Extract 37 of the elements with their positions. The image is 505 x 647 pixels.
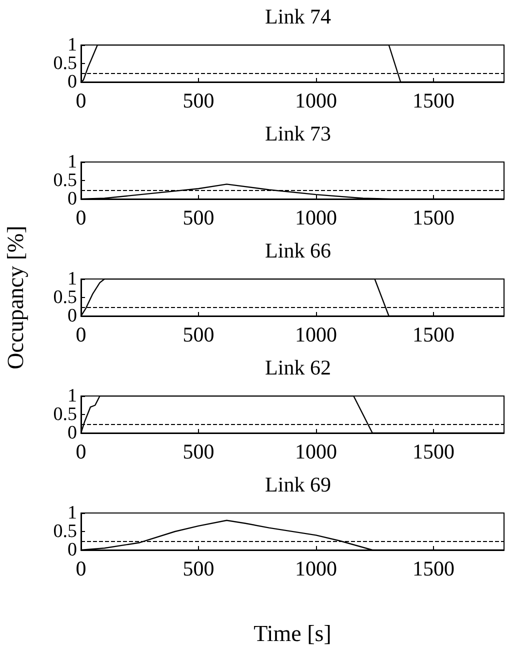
x-tick-label: 500: [182, 322, 214, 346]
chart-title: Link 62: [265, 356, 331, 380]
x-tick-label: 500: [182, 88, 214, 112]
x-tick-label: 1000: [295, 440, 337, 464]
chart-title: Link 66: [265, 238, 331, 262]
chart-title: Link 69: [265, 472, 331, 496]
y-tick-label: 0.5: [53, 521, 77, 542]
y-tick-label: 0.5: [53, 170, 77, 191]
y-axis-title: Occupancy [%]: [3, 226, 28, 370]
x-tick-label: 1500: [412, 440, 454, 464]
chart-title: Link 73: [265, 122, 331, 146]
x-tick-label: 1000: [295, 88, 337, 112]
y-tick-label: 0: [68, 72, 77, 92]
x-tick-label: 1500: [412, 88, 454, 112]
y-tick-label: 0.5: [53, 287, 77, 308]
x-tick-label: 1000: [295, 556, 337, 580]
y-tick-label: 1: [68, 34, 77, 56]
y-tick-label: 1: [68, 268, 77, 290]
x-tick-label: 1500: [412, 206, 454, 230]
x-tick-label: 1000: [295, 206, 337, 230]
x-tick-label: 1500: [412, 322, 454, 346]
chart-title: Link 74: [265, 4, 332, 28]
y-tick-label: 0.5: [53, 404, 77, 425]
x-tick-label: 500: [182, 556, 214, 580]
x-tick-label: 500: [182, 206, 214, 230]
y-tick-label: 0: [68, 422, 77, 444]
y-tick-label: 1: [68, 152, 77, 172]
y-tick-label: 1: [68, 502, 77, 524]
x-axis-title: Time [s]: [254, 621, 332, 646]
x-tick-label: 500: [182, 440, 214, 464]
y-tick-label: 0: [68, 188, 77, 210]
y-tick-label: 0.5: [53, 53, 77, 74]
x-tick-label: 1500: [412, 556, 454, 580]
y-tick-label: 0: [68, 306, 77, 326]
y-tick-label: 0: [68, 540, 77, 560]
x-tick-label: 1000: [295, 322, 337, 346]
y-tick-label: 1: [68, 386, 77, 406]
